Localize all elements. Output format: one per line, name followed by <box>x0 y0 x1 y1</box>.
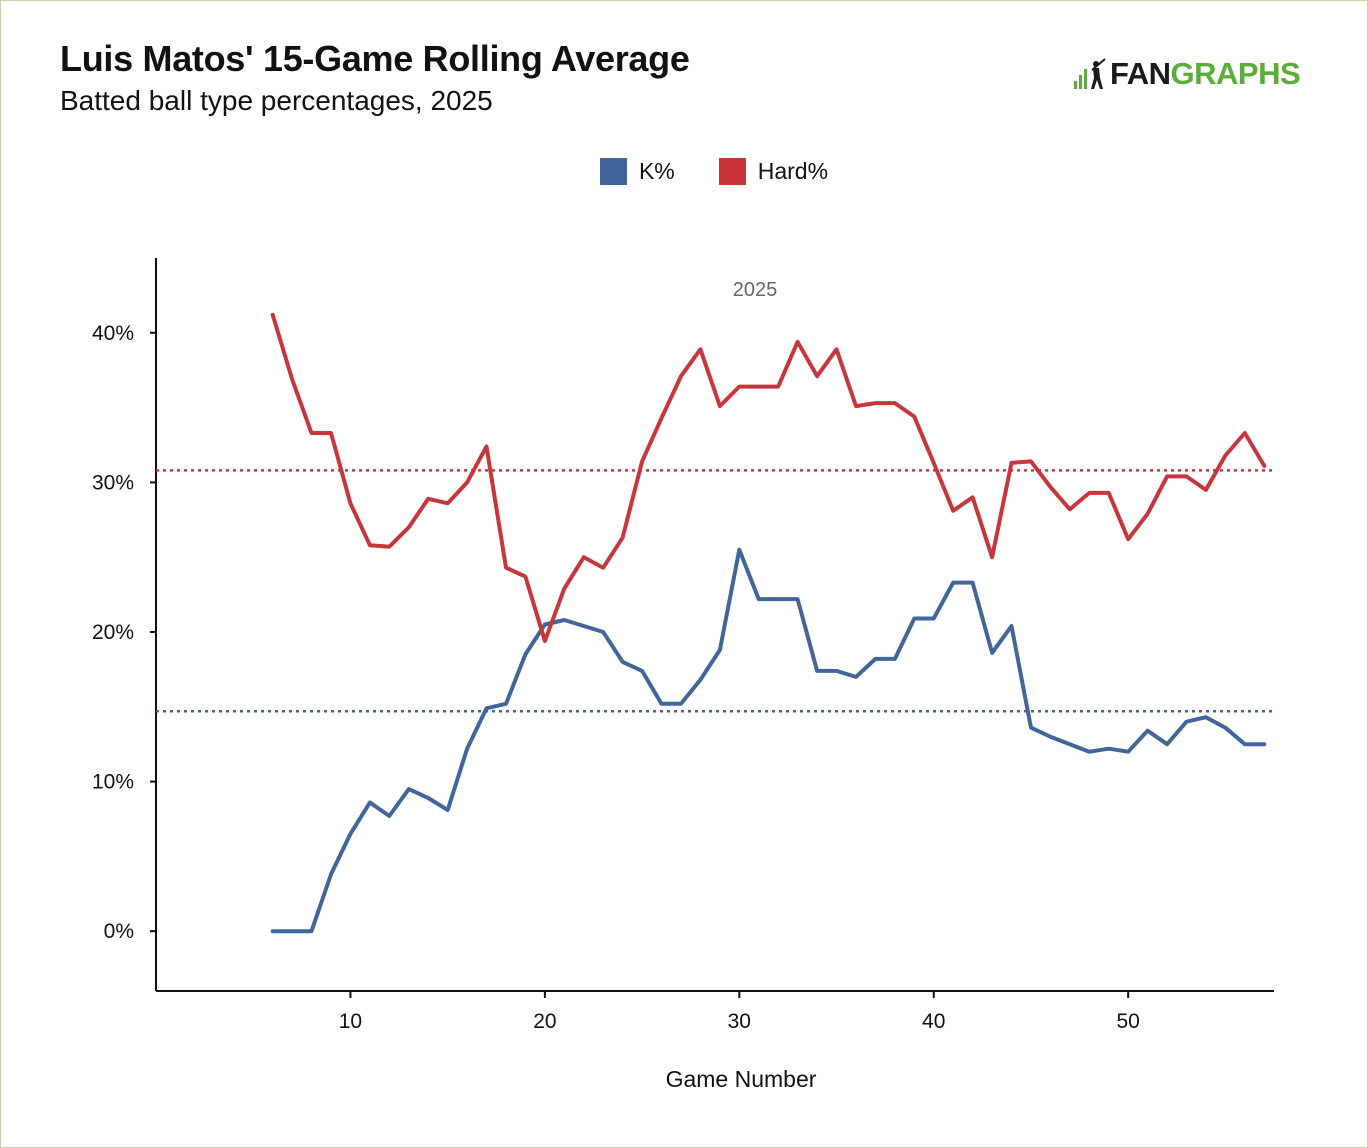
chart-title: Luis Matos' 15-Game Rolling Average <box>60 38 690 79</box>
batter-icon <box>1074 58 1106 89</box>
y-tick-label: 0% <box>104 920 134 943</box>
legend-swatch-k <box>599 158 627 185</box>
y-tick-label: 30% <box>92 471 134 494</box>
chart-legend: K% Hard% <box>0 158 1368 185</box>
x-tick-label: 10 <box>339 1010 362 1033</box>
y-tick-label: 40% <box>92 322 134 345</box>
series-line-k <box>270 547 1267 934</box>
legend-label-k: K% <box>638 158 675 184</box>
x-tick-label: 20 <box>533 1010 556 1033</box>
logo-text-fan: FAN <box>1110 56 1171 91</box>
x-tick-label: 30 <box>728 1010 751 1033</box>
legend-item-hard[interactable]: Hard% <box>718 158 829 185</box>
chart-labels: 0% 10% 20% 30% 40% 10 20 30 40 50 Game Number 2025 <box>92 279 1140 1092</box>
fangraphs-logo: FAN GRAPHS <box>1072 56 1301 92</box>
season-annotation: 2025 <box>733 279 778 301</box>
legend-label-hard: Hard% <box>757 158 829 184</box>
chart-axes <box>150 258 1274 998</box>
x-tick-label: 50 <box>1116 1010 1139 1033</box>
y-tick-label: 10% <box>92 771 134 794</box>
chart-subtitle: Batted ball type percentages, 2025 <box>60 85 493 116</box>
average-lines <box>156 469 1274 713</box>
y-tick-label: 20% <box>92 621 134 644</box>
legend-item-k[interactable]: K% <box>599 158 675 185</box>
logo-text-graphs: GRAPHS <box>1170 56 1301 91</box>
legend-swatch-hard <box>718 158 746 185</box>
x-axis-title: Game Number <box>666 1066 817 1092</box>
x-tick-label: 40 <box>922 1010 945 1033</box>
series-line-hard <box>270 312 1267 643</box>
series-lines <box>270 312 1267 934</box>
